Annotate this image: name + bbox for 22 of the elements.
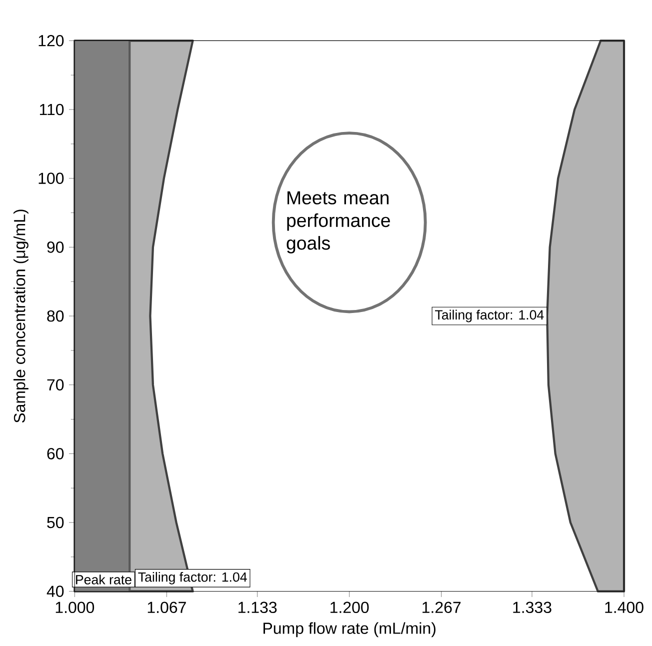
y-tick-label: 90 — [47, 242, 64, 253]
x-tick-label: 1.133 — [238, 602, 277, 614]
band-label: Peak rate — [76, 574, 132, 584]
x-axis-title: Pump flow rate (mL/min) — [264, 622, 436, 638]
series-label: Tailing factor: 1.04 — [138, 572, 247, 584]
y-tick-label: 110 — [40, 104, 64, 116]
y-tick-label: 70 — [47, 379, 64, 390]
y-tick-label: 50 — [47, 516, 64, 528]
y-tick-label: 40 — [46, 586, 64, 597]
x-tick-label: 1.267 — [422, 602, 461, 614]
annotation: Meets mean performance goals — [286, 191, 390, 254]
x-tick-label: 1.200 — [330, 602, 369, 614]
y-tick-label: 100 — [38, 172, 64, 184]
y-tick-label: 80 — [47, 310, 64, 322]
x-tick-label: 1.000 — [56, 602, 94, 614]
y-axis-title: Sample concentration (μg/mL) — [14, 210, 28, 423]
x-tick-label: 1.400 — [605, 602, 644, 614]
x-tick-label: 1.333 — [513, 602, 552, 614]
y-tick-label: 120 — [38, 35, 64, 46]
x-tick-label: 1.067 — [148, 602, 186, 614]
series-label: Tailing factor: 1.04 — [435, 310, 544, 322]
y-tick-label: 60 — [47, 448, 64, 460]
